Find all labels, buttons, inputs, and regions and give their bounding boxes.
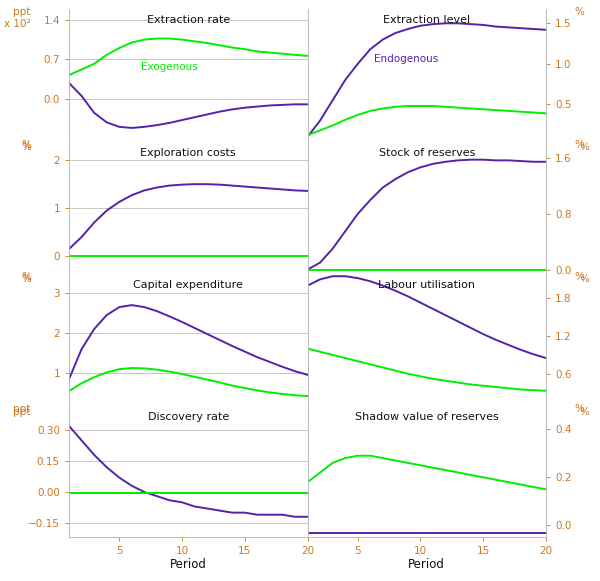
Text: Extraction rate: Extraction rate [146,15,230,26]
Y-axis label: %: % [574,8,584,17]
Text: Shadow value of reserves: Shadow value of reserves [355,412,499,422]
Y-axis label: %: % [21,272,31,282]
Text: Exogenous: Exogenous [140,62,197,72]
Text: %: % [580,142,589,152]
Y-axis label: ppt: ppt [13,404,31,414]
X-axis label: Period: Period [409,558,445,571]
Text: Stock of reserves: Stock of reserves [379,148,475,157]
Y-axis label: %: % [574,272,584,282]
Text: ppt: ppt [13,407,31,417]
Text: %: % [580,407,589,417]
Y-axis label: %: % [21,139,31,149]
Text: Capital expenditure: Capital expenditure [133,279,243,290]
Y-axis label: %: % [336,134,346,144]
Y-axis label: ppt
x 10²: ppt x 10² [4,8,31,29]
Y-axis label: %: % [574,404,584,414]
Text: Extraction level: Extraction level [383,15,470,26]
Y-axis label: %: % [574,139,584,149]
Text: %: % [21,142,31,152]
Text: Labour utilisation: Labour utilisation [378,279,475,290]
Text: %: % [580,274,589,284]
X-axis label: Period: Period [170,558,206,571]
Text: Discovery rate: Discovery rate [148,412,229,422]
Text: %: % [21,274,31,284]
Text: Exploration costs: Exploration costs [140,148,236,157]
Text: Endogenous: Endogenous [374,54,439,64]
